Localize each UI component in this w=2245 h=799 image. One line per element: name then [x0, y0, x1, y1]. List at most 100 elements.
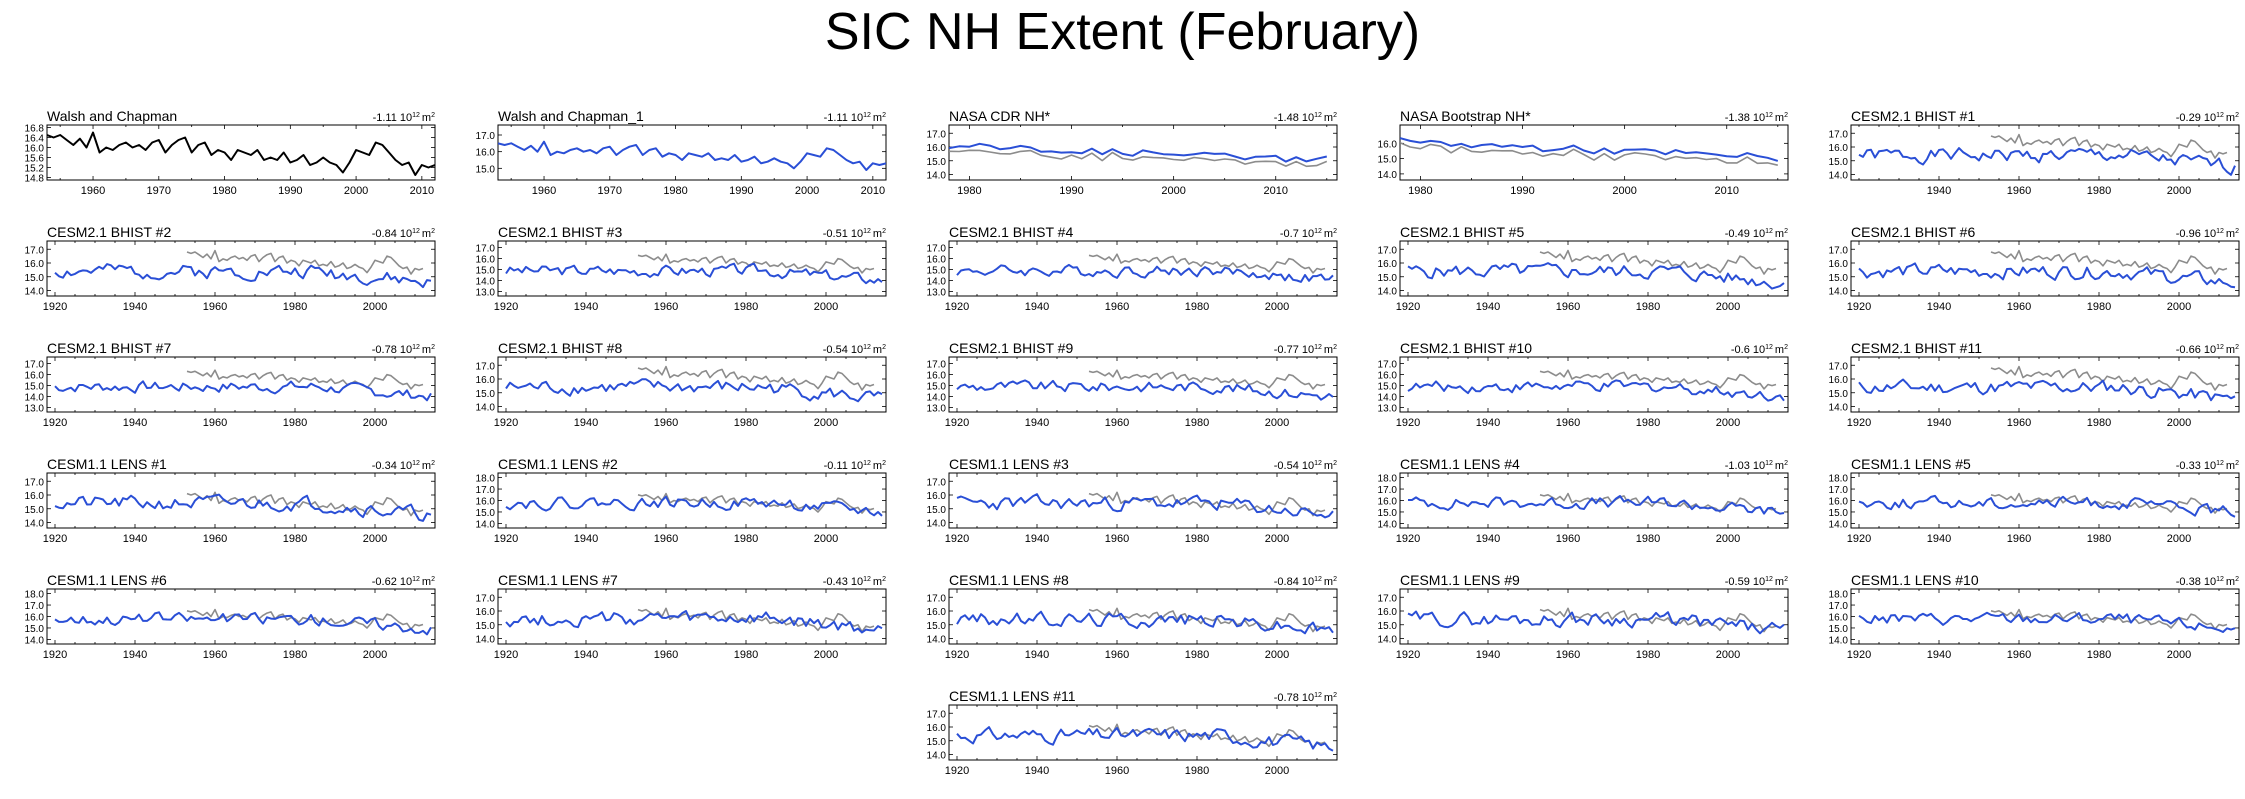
y-tick-label: 17.0	[25, 477, 45, 488]
x-tick-label: 1960	[1556, 301, 1580, 313]
reference-line	[1539, 607, 1777, 633]
chart-panel: CESM1.1 LENS #7 -0.43 1012 m2 1920 1940 1960 1…	[456, 572, 888, 676]
y-tick-label: 16.0	[927, 255, 947, 266]
y-tick-label: 15.0	[25, 273, 45, 284]
panel-chart: CESM2.1 BHIST #2 -0.84 1012 m2 1920 1940 1960…	[25, 224, 436, 313]
x-tick-label: 2000	[814, 533, 838, 545]
panel-title: CESM2.1 BHIST #7	[47, 340, 171, 356]
y-tick-label: 15.0	[927, 737, 947, 748]
x-tick-label: 1920	[494, 301, 518, 313]
x-tick-label: 1980	[957, 185, 981, 197]
trend-label: -1.11 1012 m2	[824, 112, 887, 124]
plot-frame	[948, 588, 1338, 645]
y-tick-label: 15.0	[1829, 157, 1849, 168]
reference-line	[1400, 141, 1778, 166]
series-line	[1407, 610, 1785, 635]
panel-chart: NASA CDR NH* -1.48 1012 m2 1980 1990 2000 2010…	[927, 108, 1338, 197]
y-tick-label: 15.0	[1829, 389, 1849, 400]
chart-panel: CESM2.1 BHIST #6 -0.96 1012 m2 1920 1940 1960…	[1809, 224, 2241, 328]
reference-line	[637, 365, 875, 391]
x-tick-label: 1980	[283, 533, 307, 545]
series-line	[956, 263, 1334, 283]
panel-chart: CESM1.1 LENS #9 -0.59 1012 m2 1920 1940 1960 1…	[1378, 572, 1789, 661]
reference-line	[1990, 492, 2228, 514]
x-tick-label: 1920	[1396, 301, 1420, 313]
x-tick-label: 1940	[1476, 533, 1500, 545]
y-tick-label: 16.0	[476, 255, 496, 266]
y-tick-label: 15.0	[1829, 624, 1849, 635]
chart-panel: CESM2.1 BHIST #3 -0.51 1012 m2 1920 1940 1960…	[456, 224, 888, 328]
panel-chart: CESM1.1 LENS #10 -0.38 1012 m2 1920 1940 1960…	[1829, 572, 2240, 661]
y-tick-label: 14.0	[25, 287, 45, 298]
y-tick-label: 16.0	[927, 723, 947, 734]
trend-label: -0.77 1012 m2	[1274, 344, 1337, 356]
y-tick-label: 14.0	[1829, 171, 1849, 182]
x-tick-label: 2000	[1716, 417, 1740, 429]
chart-panel: CESM2.1 BHIST #9 -0.77 1012 m2 1920 1940 1960…	[907, 340, 1339, 444]
x-tick-label: 1940	[1025, 649, 1049, 661]
x-tick-label: 1920	[43, 649, 67, 661]
x-tick-label: 2000	[1265, 649, 1289, 661]
x-tick-label: 1960	[203, 649, 227, 661]
x-tick-label: 1980	[1408, 185, 1432, 197]
trend-label: -0.6 1012 m2	[1731, 344, 1788, 356]
y-tick-label: 17.0	[927, 129, 947, 140]
x-tick-label: 1980	[2087, 533, 2111, 545]
x-tick-label: 1980	[283, 301, 307, 313]
chart-panel: CESM2.1 BHIST #8 -0.54 1012 m2 1920 1940 1960…	[456, 340, 888, 444]
series-line	[54, 380, 432, 402]
x-tick-label: 1920	[1396, 533, 1420, 545]
x-tick-label: 1940	[1927, 533, 1951, 545]
series-line	[1400, 137, 1779, 162]
x-tick-label: 1940	[1476, 649, 1500, 661]
x-tick-label: 2000	[1161, 185, 1185, 197]
chart-panel: CESM2.1 BHIST #4 -0.7 1012 m2 1920 1940 1960 1…	[907, 224, 1339, 328]
panel-title: CESM1.1 LENS #4	[1400, 456, 1520, 472]
x-tick-label: 2000	[1716, 533, 1740, 545]
x-tick-label: 1980	[1185, 533, 1209, 545]
panel-title: CESM2.1 BHIST #2	[47, 224, 171, 240]
panel-title: CESM2.1 BHIST #3	[498, 224, 622, 240]
y-tick-label: 16.0	[476, 497, 496, 508]
reference-line	[186, 369, 424, 390]
panel-title: CESM1.1 LENS #11	[949, 688, 1076, 704]
series-line	[1858, 611, 2236, 633]
series-line	[956, 379, 1334, 401]
x-tick-label: 2000	[814, 301, 838, 313]
y-tick-label: 17.0	[927, 477, 947, 488]
chart-panel: CESM1.1 LENS #6 -0.62 1012 m2 1920 1940 1960 1…	[5, 572, 437, 676]
y-tick-label: 15.0	[927, 621, 947, 632]
y-tick-label: 15.0	[476, 621, 496, 632]
plot-frame	[46, 356, 436, 413]
x-tick-label: 1940	[574, 301, 598, 313]
y-tick-label: 17.0	[1378, 593, 1398, 604]
panel-title: CESM1.1 LENS #10	[1851, 572, 1979, 588]
x-tick-label: 1960	[81, 185, 105, 197]
y-tick-label: 14.0	[476, 519, 496, 530]
y-tick-label: 17.0	[476, 361, 496, 372]
y-tick-label: 15.0	[927, 505, 947, 516]
panel-chart: CESM2.1 BHIST #3 -0.51 1012 m2 1920 1940 1960…	[476, 224, 887, 313]
y-tick-label: 17.0	[476, 131, 496, 142]
y-tick-label: 16.4	[25, 134, 45, 145]
series-line	[505, 262, 883, 285]
chart-panel: NASA CDR NH* -1.48 1012 m2 1980 1990 2000 2010…	[907, 108, 1339, 212]
y-tick-label: 17.0	[25, 601, 45, 612]
chart-panel: CESM2.1 BHIST #7 -0.78 1012 m2 1920 1940 1960…	[5, 340, 437, 444]
y-tick-label: 17.0	[1829, 245, 1849, 256]
plot-frame	[948, 356, 1338, 413]
x-tick-label: 1970	[598, 185, 622, 197]
x-tick-label: 1960	[1556, 649, 1580, 661]
y-tick-label: 14.0	[927, 277, 947, 288]
reference-line	[1539, 369, 1777, 390]
x-tick-label: 1940	[123, 301, 147, 313]
x-tick-label: 1920	[945, 301, 969, 313]
panel-title: CESM1.1 LENS #6	[47, 572, 167, 588]
x-tick-label: 1980	[734, 417, 758, 429]
trend-label: -0.84 1012 m2	[372, 228, 435, 240]
x-tick-label: 1920	[43, 533, 67, 545]
x-tick-label: 1940	[1476, 301, 1500, 313]
panel-title: CESM2.1 BHIST #8	[498, 340, 622, 356]
x-tick-label: 2010	[861, 185, 885, 197]
plot-frame	[497, 356, 887, 413]
